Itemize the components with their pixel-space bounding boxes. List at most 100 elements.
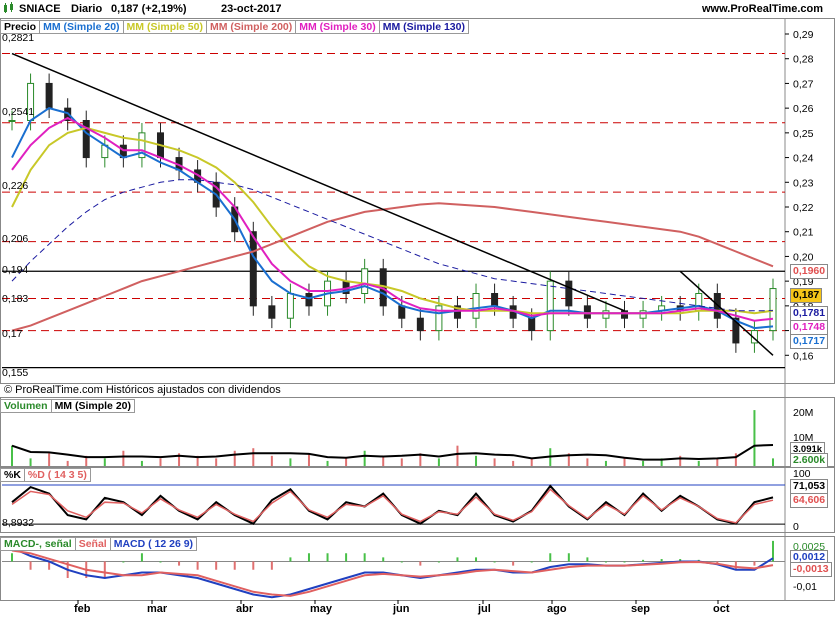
macd-line <box>11 546 774 599</box>
legend-volume[interactable]: Volumen <box>0 399 52 413</box>
price-tick-label: 0,28 <box>793 54 814 66</box>
macd-histogram-bar <box>456 557 459 562</box>
volume-bar <box>697 460 700 466</box>
candle-body <box>305 293 313 307</box>
legend-sma200[interactable]: MM (Simple 200) <box>205 20 297 34</box>
volume-bar <box>85 455 88 466</box>
candle-body <box>565 280 573 307</box>
legend-macd-line[interactable]: MACD ( 12 26 9) <box>109 537 198 551</box>
site-label: www.ProRealTime.com <box>702 3 824 15</box>
candle-body <box>286 293 294 319</box>
candle-body <box>8 120 16 122</box>
volume-bar <box>29 458 32 466</box>
stoch-k-tag: 71,053 <box>790 479 829 494</box>
level-label: 0,194 <box>2 264 29 276</box>
volume-bar <box>493 458 496 466</box>
volume-bar <box>419 453 422 466</box>
legend-price[interactable]: Precio <box>0 20 41 34</box>
level-label: 0,206 <box>2 233 29 245</box>
candle-body <box>138 132 146 159</box>
candle-body <box>602 310 610 319</box>
legend-sma20[interactable]: MM (Simple 20) <box>39 20 124 34</box>
volume-bar <box>122 450 125 466</box>
legend-macd-hist[interactable]: MACD-, señal <box>0 537 76 551</box>
macd-histogram-bar <box>604 561 607 563</box>
macd-histogram-bar <box>419 561 422 566</box>
price-tick-label: 0,21 <box>793 227 814 239</box>
volume-bar <box>326 460 329 466</box>
volume-bar <box>567 453 570 466</box>
macd-histogram-bar <box>48 561 51 570</box>
volume-axis-label: 20M <box>793 407 814 419</box>
price-tick-label: 0,22 <box>793 202 814 214</box>
volume-bar <box>159 458 162 466</box>
macd-axis-label: -0,01 <box>793 581 817 593</box>
candle-body <box>398 305 406 319</box>
volume-bar <box>196 455 199 466</box>
volume-bar <box>66 460 69 466</box>
candle-body <box>82 120 90 159</box>
volume-bar <box>363 450 366 466</box>
ma-line <box>11 179 774 312</box>
candlestick-icon <box>4 2 13 13</box>
volume-bar <box>604 460 607 466</box>
period-label: Diario <box>71 3 103 15</box>
macd-histogram-bar <box>679 559 682 562</box>
stoch-level-label: 8,8932 <box>2 517 35 529</box>
macd-histogram-bar <box>660 559 663 562</box>
macd-histogram-bar <box>140 553 143 562</box>
legend-sma50[interactable]: MM (Simple 50) <box>122 20 207 34</box>
price-tick-label: 0,24 <box>793 153 814 165</box>
candle-body <box>472 293 480 319</box>
stochastic-legend: %K %D ( 14 3 5) <box>0 468 91 482</box>
price-tick-label: 0,16 <box>793 350 814 362</box>
candle-body <box>361 268 369 294</box>
macd-histogram-bar <box>103 561 106 578</box>
macd-histogram-bar <box>716 561 719 564</box>
macd-histogram-bar <box>196 561 199 570</box>
volume-bar <box>233 450 236 466</box>
sma130-value-tag: 0,1781 <box>790 306 829 321</box>
macd-histogram-bar <box>772 540 774 562</box>
legend-volume-sma[interactable]: MM (Simple 20) <box>50 399 135 413</box>
last-price-tag: 0,187 <box>790 288 823 303</box>
volume-bar <box>48 453 51 466</box>
volume-bar <box>753 410 756 466</box>
chart-header: SNIACE Diario 0,187 (+2,19%) 23-oct-2017… <box>0 0 835 18</box>
volume-bar <box>140 460 143 466</box>
volume-bar <box>11 445 13 466</box>
volume-bar <box>772 458 774 466</box>
level-label: 0,226 <box>2 180 29 192</box>
macd-histogram-bar <box>233 561 236 570</box>
macd-histogram-bar <box>567 553 570 562</box>
volume-bar <box>270 455 273 466</box>
volume-bar <box>215 458 218 466</box>
legend-sma30[interactable]: MM (Simple 30) <box>295 20 380 34</box>
volume-bar <box>456 445 459 466</box>
stoch-axis-label: 100 <box>793 468 811 480</box>
legend-stoch-d[interactable]: %D ( 14 3 5) <box>23 468 91 482</box>
macd-histogram-bar <box>475 557 478 562</box>
volume-bar <box>512 460 515 466</box>
macd-histogram-bar <box>753 561 756 566</box>
legend-macd-signal[interactable]: Señal <box>74 537 111 551</box>
month-label: mar <box>147 603 168 615</box>
level-label: 0,155 <box>2 367 29 379</box>
macd-histogram-bar <box>437 561 440 563</box>
volume-bar <box>642 460 645 466</box>
legend-stoch-k[interactable]: %K <box>0 468 25 482</box>
month-label: oct <box>713 603 730 615</box>
macd-histogram-bar <box>549 553 552 562</box>
volume-bar <box>586 458 589 466</box>
ma-line <box>11 116 774 322</box>
candle-body <box>528 317 536 332</box>
month-label: abr <box>236 603 254 615</box>
volume-bar <box>178 453 181 466</box>
legend-sma130[interactable]: MM (Simple 130) <box>378 20 469 34</box>
sma200-value-tag: 0,1960 <box>790 264 829 279</box>
macd-histogram-bar <box>215 561 218 570</box>
volume-value-tag: 2.600k <box>790 453 829 468</box>
candle-body <box>621 310 629 319</box>
macd-histogram-bar <box>363 553 366 562</box>
ma-line <box>11 202 774 332</box>
